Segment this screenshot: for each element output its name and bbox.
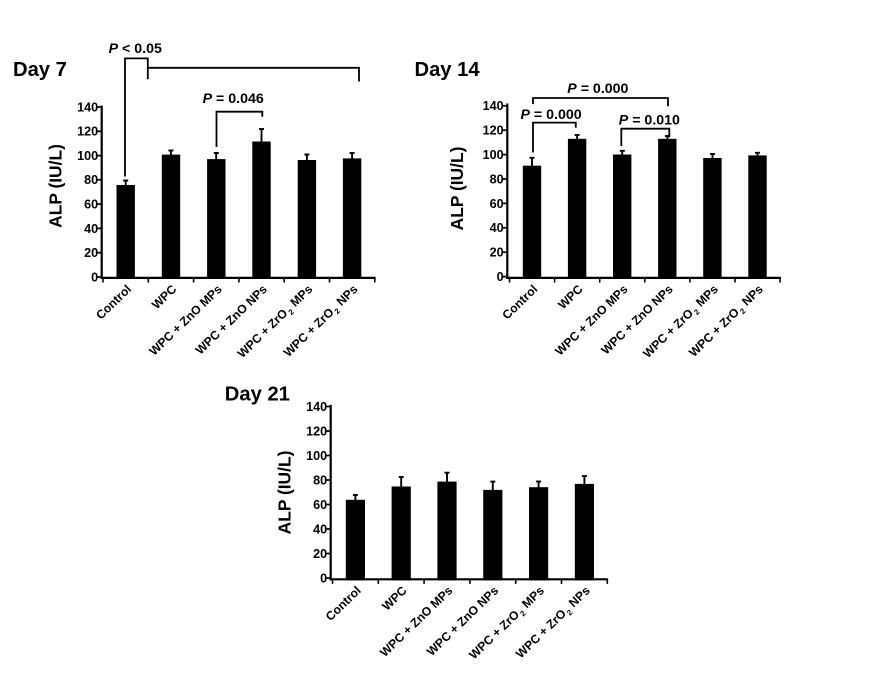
- svg-text:40: 40: [84, 222, 98, 236]
- svg-text:0: 0: [497, 270, 504, 284]
- svg-text:100: 100: [483, 148, 504, 162]
- svg-text:20: 20: [313, 547, 327, 561]
- svg-text:100: 100: [306, 449, 327, 463]
- svg-text:P = 0.000: P = 0.000: [567, 81, 628, 97]
- svg-text:120: 120: [306, 424, 327, 438]
- svg-text:60: 60: [313, 498, 327, 512]
- svg-text:Day 14: Day 14: [415, 59, 481, 81]
- svg-text:Day 21: Day 21: [225, 383, 290, 405]
- svg-text:140: 140: [483, 99, 504, 113]
- svg-text:80: 80: [490, 172, 504, 186]
- svg-text:100: 100: [77, 149, 98, 163]
- svg-text:0: 0: [320, 571, 327, 585]
- svg-text:20: 20: [490, 246, 504, 260]
- svg-text:P = 0.046: P = 0.046: [203, 91, 264, 107]
- svg-text:ALP (IU/L): ALP (IU/L): [447, 147, 467, 231]
- svg-text:140: 140: [306, 400, 327, 414]
- svg-text:120: 120: [77, 125, 98, 139]
- svg-text:P < 0.05: P < 0.05: [109, 41, 162, 57]
- svg-text:Day 7: Day 7: [13, 59, 67, 81]
- svg-text:40: 40: [313, 522, 327, 536]
- svg-text:40: 40: [490, 221, 504, 235]
- svg-text:80: 80: [84, 173, 98, 187]
- svg-text:80: 80: [313, 473, 327, 487]
- svg-text:P = 0.010: P = 0.010: [619, 112, 680, 128]
- svg-text:60: 60: [490, 197, 504, 211]
- svg-text:60: 60: [84, 198, 98, 212]
- svg-text:ALP (IU/L): ALP (IU/L): [45, 144, 65, 228]
- svg-text:120: 120: [483, 124, 504, 138]
- svg-text:P = 0.000: P = 0.000: [521, 107, 582, 123]
- svg-text:140: 140: [77, 100, 98, 114]
- svg-text:20: 20: [84, 246, 98, 260]
- svg-text:0: 0: [91, 270, 98, 284]
- svg-text:ALP (IU/L): ALP (IU/L): [274, 451, 294, 535]
